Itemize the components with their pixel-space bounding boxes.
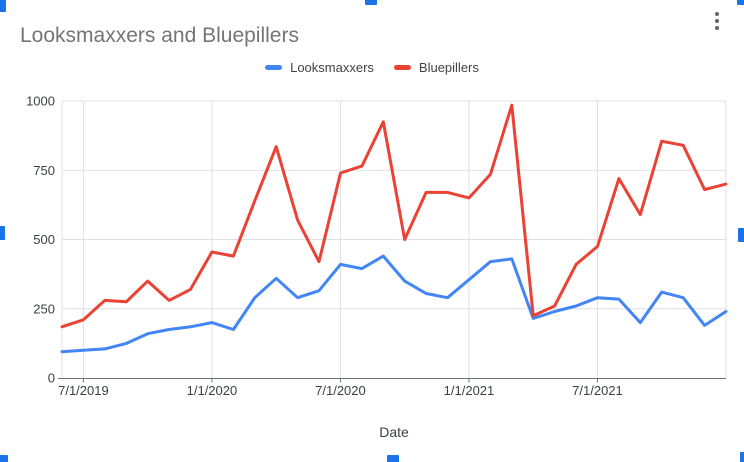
chart-options-button[interactable] [710,8,724,34]
legend-item-looksmaxxers[interactable]: Looksmaxxers [265,60,374,75]
y-axis-tick-label: 250 [33,301,55,316]
resize-handle-left-middle[interactable] [0,226,5,240]
y-axis-tick-label: 0 [48,371,55,386]
legend-item-bluepillers[interactable]: Bluepillers [393,59,479,75]
x-axis-tick-label: 7/1/2021 [572,383,623,398]
y-axis-tick-label: 1000 [26,94,55,109]
legend-swatch-icon [393,64,411,70]
x-axis-tick-label: 7/1/2019 [58,383,109,398]
resize-handle-right-middle[interactable] [738,228,744,242]
x-axis-tick-label: 1/1/2021 [444,383,495,398]
x-axis-title[interactable]: Date [379,424,409,440]
series-line-bluepillers[interactable] [60,103,728,329]
resize-handle-bottom-center[interactable] [387,455,399,462]
more-vert-icon [714,11,720,31]
resize-handle-bottom-right[interactable] [740,452,744,462]
chart-legend: Looksmaxxers Bluepillers [0,58,744,76]
legend-label: Looksmaxxers [290,59,374,75]
resize-handle-top-left[interactable] [0,0,6,12]
chart-title[interactable]: Looksmaxxers and Bluepillers [20,24,299,47]
series-line-looksmaxxers[interactable] [60,254,728,354]
y-axis-tick-label: 500 [33,232,55,247]
resize-handle-bottom-left[interactable] [0,455,8,462]
legend-label: Bluepillers [418,59,479,75]
y-axis-tick-label: 750 [33,163,55,178]
legend-swatch-icon [265,64,283,70]
resize-handle-top-right[interactable] [737,0,744,5]
x-axis-tick-label: 1/1/2020 [187,383,238,398]
x-axis-tick-label: 7/1/2020 [315,383,366,398]
resize-handle-top-center[interactable] [365,0,377,5]
